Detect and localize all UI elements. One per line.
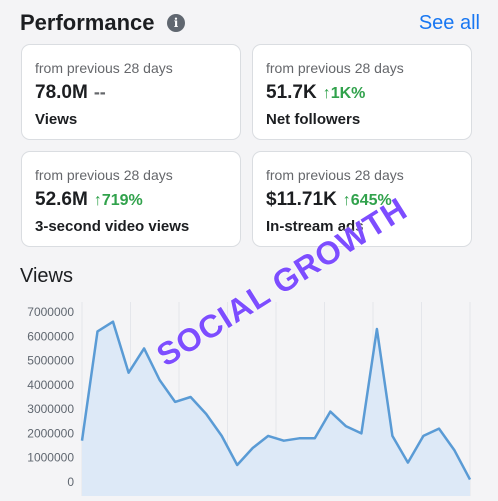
card-delta: -- <box>93 82 106 102</box>
views-data-point[interactable] <box>189 395 193 399</box>
metric-card-3s-video-views[interactable]: from previous 28 days 52.6M ↑719% 3-secon… <box>21 151 241 247</box>
y-tick-label: 0 <box>67 475 74 489</box>
y-tick-label: 1000000 <box>27 451 74 465</box>
card-subtitle: from previous 28 days <box>35 167 173 183</box>
y-tick-label: 3000000 <box>27 402 74 416</box>
views-data-point[interactable] <box>266 434 270 438</box>
page-title: Performance <box>20 10 155 35</box>
views-data-point[interactable] <box>235 463 239 467</box>
views-series-line <box>80 320 472 481</box>
views-data-point[interactable] <box>220 434 224 438</box>
views-data-point[interactable] <box>96 329 100 333</box>
card-value: $11.71K ↑645% <box>266 189 392 210</box>
y-tick-label: 7000000 <box>27 305 74 319</box>
views-data-point[interactable] <box>328 410 332 414</box>
performance-header: Performance i See all <box>20 8 480 38</box>
views-data-point[interactable] <box>80 439 84 443</box>
y-tick-label: 5000000 <box>27 354 74 368</box>
card-delta: ↑1K% <box>322 85 366 102</box>
metric-card-in-stream-ads[interactable]: from previous 28 days $11.71K ↑645% In-st… <box>252 151 472 247</box>
views-data-point[interactable] <box>359 431 363 435</box>
metric-card-net-followers[interactable]: from previous 28 days 51.7K ↑1K% Net foll… <box>252 44 472 140</box>
see-all-link[interactable]: See all <box>418 12 480 34</box>
views-data-point[interactable] <box>111 320 115 324</box>
views-data-point[interactable] <box>390 434 394 438</box>
info-icon[interactable]: i <box>167 14 185 32</box>
views-data-point[interactable] <box>251 446 255 450</box>
views-data-point[interactable] <box>406 461 410 465</box>
y-tick-label: 6000000 <box>27 329 74 343</box>
card-label: Views <box>35 111 78 128</box>
views-area-fill <box>82 321 470 496</box>
views-data-point[interactable] <box>437 427 441 431</box>
views-data-point[interactable] <box>313 436 317 440</box>
card-value: 52.6M ↑719% <box>35 189 143 210</box>
y-tick-label: 2000000 <box>27 426 74 440</box>
card-subtitle: from previous 28 days <box>266 167 404 183</box>
views-data-point[interactable] <box>158 378 162 382</box>
views-data-point[interactable] <box>344 424 348 428</box>
views-data-point[interactable] <box>452 448 456 452</box>
views-data-point[interactable] <box>142 346 146 350</box>
card-label: 3-second video views <box>35 218 190 235</box>
card-label: Net followers <box>266 111 361 128</box>
views-data-point[interactable] <box>421 434 425 438</box>
views-data-point[interactable] <box>204 412 208 416</box>
views-data-point[interactable] <box>468 478 472 482</box>
views-area-chart[interactable]: 7000000 6000000 5000000 4000000 3000000 20000… <box>0 294 498 501</box>
views-data-point[interactable] <box>173 400 177 404</box>
card-delta: ↑719% <box>93 192 143 209</box>
metric-card-views[interactable]: from previous 28 days 78.0M -- Views <box>21 44 241 140</box>
views-section-title: Views <box>20 265 73 287</box>
card-subtitle: from previous 28 days <box>35 60 173 76</box>
views-data-point[interactable] <box>127 371 131 375</box>
y-tick-label: 4000000 <box>27 378 74 392</box>
card-delta: ↑645% <box>342 192 392 209</box>
views-data-point[interactable] <box>375 327 379 331</box>
card-value: 78.0M -- <box>35 82 106 103</box>
card-value: 51.7K ↑1K% <box>266 82 366 103</box>
views-data-point[interactable] <box>297 436 301 440</box>
card-label: In-stream ads <box>266 218 364 235</box>
card-subtitle: from previous 28 days <box>266 60 404 76</box>
views-data-point[interactable] <box>282 439 286 443</box>
